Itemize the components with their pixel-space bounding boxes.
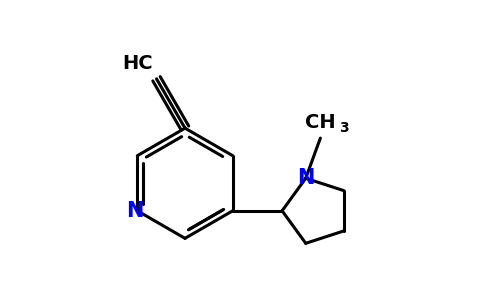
Text: HC: HC (122, 54, 153, 73)
Text: N: N (297, 168, 315, 188)
Text: CH: CH (305, 113, 336, 132)
Text: N: N (126, 201, 143, 221)
Text: 3: 3 (339, 121, 349, 135)
